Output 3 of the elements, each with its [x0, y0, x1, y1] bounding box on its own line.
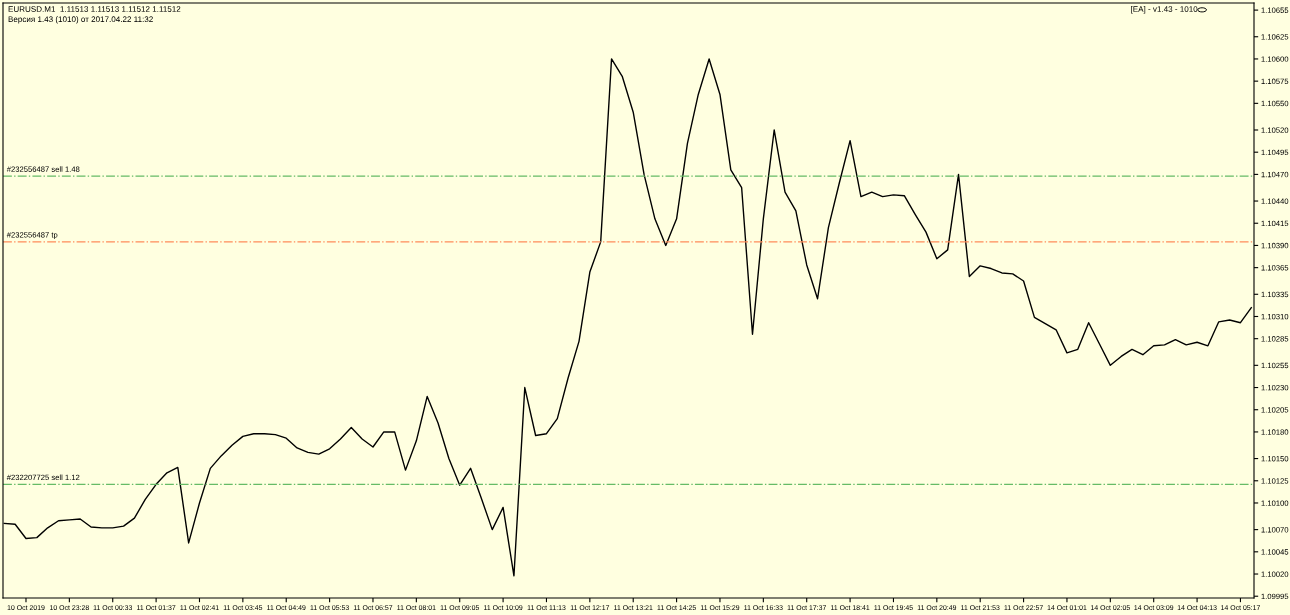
annotation: Версия 1.43 (1010) от 2017.04.22 11:32	[8, 16, 153, 24]
annotation: EURUSD.M1 1.11513 1.11513 1.11512 1.11512	[8, 6, 181, 12]
annotation: [EA] - v1.43 - 1010	[1131, 5, 1198, 14]
